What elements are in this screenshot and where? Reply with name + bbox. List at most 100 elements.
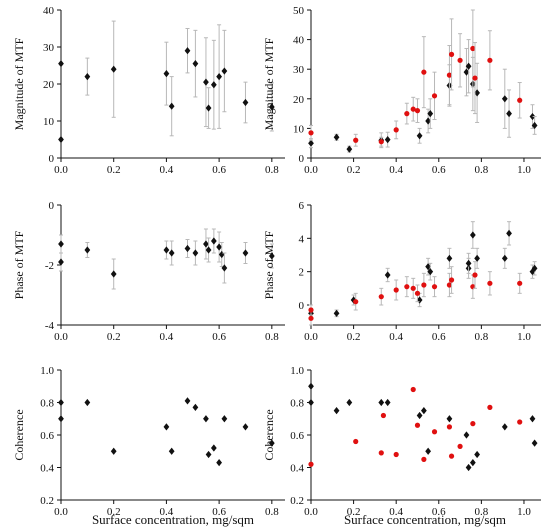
data-point-black bbox=[210, 237, 217, 245]
data-point-black bbox=[221, 264, 228, 272]
y-tick-label: 50 bbox=[293, 5, 305, 17]
y-tick-label: 4 bbox=[299, 233, 305, 245]
data-point-black bbox=[384, 136, 391, 144]
data-point-black bbox=[469, 459, 476, 467]
data-point-red bbox=[487, 280, 493, 286]
y-tick-label: 20 bbox=[293, 94, 305, 106]
data-point-red bbox=[393, 451, 399, 458]
data-point-black bbox=[203, 240, 209, 248]
x-tick-label: 0.8 bbox=[474, 506, 488, 518]
data-point-red bbox=[410, 106, 416, 112]
y-tick-label: 0.8 bbox=[290, 398, 304, 410]
data-point-black bbox=[221, 67, 228, 75]
data-point-black bbox=[463, 431, 470, 439]
x-tick-label: 0.4 bbox=[160, 164, 174, 176]
y-tick-label: -2 bbox=[45, 260, 54, 272]
data-point-red bbox=[353, 137, 359, 143]
y-tick-label: 1.0 bbox=[290, 365, 304, 377]
y-axis-title: Magnitude of MTF bbox=[12, 37, 26, 130]
data-point-red bbox=[517, 97, 523, 103]
x-tick-label: 0.4 bbox=[160, 331, 174, 343]
data-point-black bbox=[184, 47, 191, 55]
y-tick-label: 0 bbox=[49, 153, 55, 165]
data-point-black bbox=[531, 264, 538, 272]
x-tick-label: 1.0 bbox=[517, 164, 531, 176]
y-tick-label: 40 bbox=[293, 35, 305, 47]
data-point-black bbox=[58, 398, 64, 407]
y-axis-title: Coherence bbox=[262, 409, 276, 460]
data-point-black bbox=[58, 135, 64, 144]
x-tick-label: 0.8 bbox=[474, 164, 488, 176]
data-point-red bbox=[446, 424, 453, 430]
data-point-black bbox=[205, 246, 212, 254]
data-point-black bbox=[210, 81, 217, 89]
data-point-red bbox=[404, 111, 410, 117]
y-axis-title: Magnitude of MTF bbox=[262, 37, 276, 130]
data-point-red bbox=[448, 277, 455, 283]
x-tick-label: 0.6 bbox=[432, 164, 446, 176]
data-point-black bbox=[346, 145, 353, 153]
data-point-red bbox=[393, 287, 399, 293]
data-point-black bbox=[378, 398, 385, 407]
y-tick-label: 0.8 bbox=[40, 398, 54, 410]
x-tick-label: 0.0 bbox=[54, 506, 68, 518]
data-point-black bbox=[192, 60, 199, 68]
data-point-black bbox=[192, 403, 199, 411]
data-point-black bbox=[216, 243, 222, 251]
data-point-black bbox=[58, 60, 64, 68]
x-tick-label: 0.2 bbox=[107, 164, 121, 176]
data-point-red bbox=[353, 438, 359, 445]
data-point-black bbox=[168, 102, 175, 110]
data-point-black bbox=[268, 103, 275, 111]
data-point-black bbox=[218, 250, 225, 259]
data-point-red bbox=[472, 75, 478, 81]
data-point-black bbox=[446, 415, 453, 423]
data-point-red bbox=[308, 315, 314, 321]
y-tick-label: 40 bbox=[43, 5, 55, 17]
data-point-black bbox=[110, 447, 117, 455]
data-point-black bbox=[210, 444, 217, 452]
data-point-red bbox=[457, 443, 463, 449]
data-point-red bbox=[470, 421, 476, 427]
data-point-black bbox=[465, 62, 472, 70]
data-point-black bbox=[192, 249, 199, 257]
data-point-red bbox=[431, 284, 438, 290]
data-point-red bbox=[431, 93, 438, 99]
data-point-red bbox=[378, 139, 384, 145]
y-tick-label: 20 bbox=[43, 79, 55, 91]
y-axis-title: Phase of MTF bbox=[12, 230, 26, 299]
y-tick-label: 30 bbox=[293, 64, 305, 76]
y-tick-label: 2 bbox=[299, 267, 305, 279]
x-tick-label: 0.8 bbox=[265, 164, 279, 176]
data-point-black bbox=[84, 73, 91, 81]
data-point-red bbox=[308, 307, 314, 313]
data-point-black bbox=[242, 98, 249, 107]
x-tick-label: 0.8 bbox=[265, 506, 279, 518]
x-axis-title-left: Surface concentration, mg/sqm bbox=[92, 512, 254, 527]
x-tick-label: 0.0 bbox=[54, 331, 68, 343]
data-point-black bbox=[506, 110, 512, 118]
y-tick-label: 6 bbox=[299, 200, 305, 212]
panel-bottom-right: 0.0 0.2 0.4 0.6 0.8 1.00.20.40.60.81.0Coheren… bbox=[262, 365, 541, 518]
data-point-black bbox=[427, 110, 434, 118]
y-tick-label: 1.0 bbox=[40, 365, 54, 377]
data-point-black bbox=[308, 398, 314, 407]
data-point-black bbox=[203, 78, 209, 86]
data-point-black bbox=[501, 95, 508, 103]
data-point-black bbox=[474, 89, 480, 97]
data-point-red bbox=[410, 285, 416, 291]
data-point-red bbox=[378, 294, 384, 300]
y-tick-label: 10 bbox=[293, 123, 305, 135]
data-point-black bbox=[425, 117, 432, 125]
panel-middle-left: 0.0 0.2 0.4 0.6 0.8 0 -2 -4 Phase of MTF bbox=[12, 200, 285, 343]
data-point-black bbox=[425, 447, 432, 455]
data-point-black bbox=[308, 139, 314, 147]
data-point-black bbox=[501, 254, 508, 262]
data-point-black bbox=[416, 411, 423, 420]
y-tick-label: 0.4 bbox=[40, 463, 54, 475]
data-point-red bbox=[457, 57, 463, 63]
data-point-red bbox=[487, 404, 493, 410]
x-tick-label: 0.6 bbox=[212, 331, 226, 343]
data-point-black bbox=[163, 246, 170, 254]
data-point-black bbox=[465, 259, 472, 267]
